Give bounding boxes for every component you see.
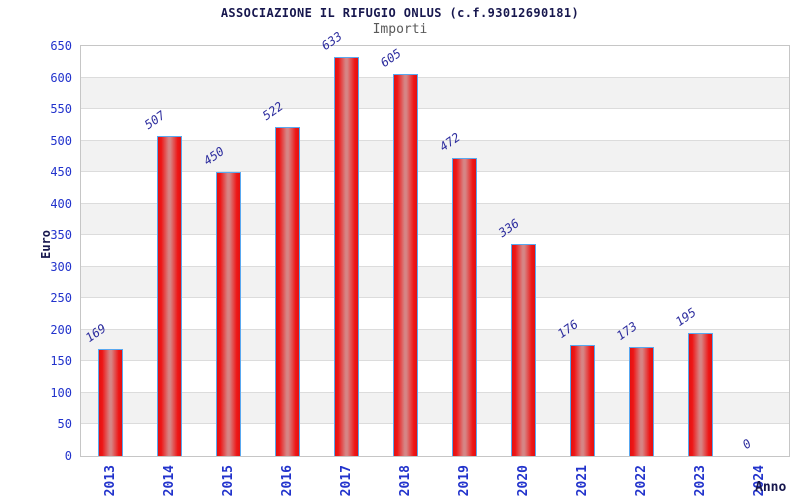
bar-2013 [98, 349, 123, 456]
gridline [81, 76, 789, 78]
x-tick-label: 2023 [692, 465, 708, 497]
bar-2016 [275, 126, 300, 456]
bar-2018 [393, 74, 418, 456]
y-axis-label: Euro [39, 230, 53, 259]
bar-2020 [511, 244, 536, 456]
x-tick-label: 2019 [456, 465, 472, 497]
gridline [81, 139, 789, 141]
bar-2017 [334, 56, 359, 456]
plot-band [81, 392, 789, 425]
x-tick-label: 2016 [279, 465, 295, 497]
x-tick-label: 2020 [515, 465, 531, 497]
x-tick-label: 2021 [574, 465, 590, 497]
y-tick-label: 450 [50, 165, 72, 180]
y-tick-label: 300 [50, 259, 72, 274]
y-tick-label: 50 [57, 417, 72, 432]
bar-2023 [688, 333, 713, 456]
bar-2015 [216, 172, 241, 456]
plot-band [81, 329, 789, 362]
y-tick-label: 100 [50, 385, 72, 400]
x-tick-label: 2018 [397, 465, 413, 497]
gridline [81, 423, 789, 425]
y-tick-label: 350 [50, 228, 72, 243]
x-axis-label: Anno [755, 480, 787, 495]
gridline [81, 171, 789, 173]
gridline [81, 202, 789, 204]
x-tick-label: 2022 [633, 465, 649, 497]
gridline [81, 297, 789, 299]
y-tick-label: 650 [50, 39, 72, 53]
gridline [81, 265, 789, 267]
x-tick-label: 2015 [220, 465, 236, 497]
y-tick-label: 200 [50, 322, 72, 337]
plot-band [81, 140, 789, 173]
plot-area [80, 45, 790, 457]
plot-band [81, 266, 789, 299]
gridline [81, 108, 789, 110]
y-tick-label: 500 [50, 133, 72, 148]
bar-2019 [452, 158, 477, 456]
bar-2014 [157, 136, 182, 456]
y-tick-label: 150 [50, 354, 72, 369]
y-tick-label: 400 [50, 196, 72, 211]
gridline [81, 391, 789, 393]
x-tick-label: 2014 [161, 465, 177, 497]
chart-subtitle: Importi [372, 22, 428, 37]
bar-2022 [629, 346, 654, 456]
gridline [81, 360, 789, 362]
x-tick-label: 2013 [102, 465, 118, 497]
chart-title: ASSOCIAZIONE IL RIFUGIO ONLUS (c.f.93012… [220, 6, 580, 20]
y-tick-label: 250 [50, 291, 72, 306]
y-tick-label: 0 [64, 449, 72, 463]
plot-band [81, 77, 789, 110]
y-tick-label: 550 [50, 102, 72, 117]
gridline [81, 234, 789, 236]
y-tick-label: 600 [50, 70, 72, 85]
x-tick-label: 2017 [338, 465, 354, 497]
bar-2021 [570, 345, 595, 456]
gridline [81, 328, 789, 330]
plot-band [81, 203, 789, 236]
